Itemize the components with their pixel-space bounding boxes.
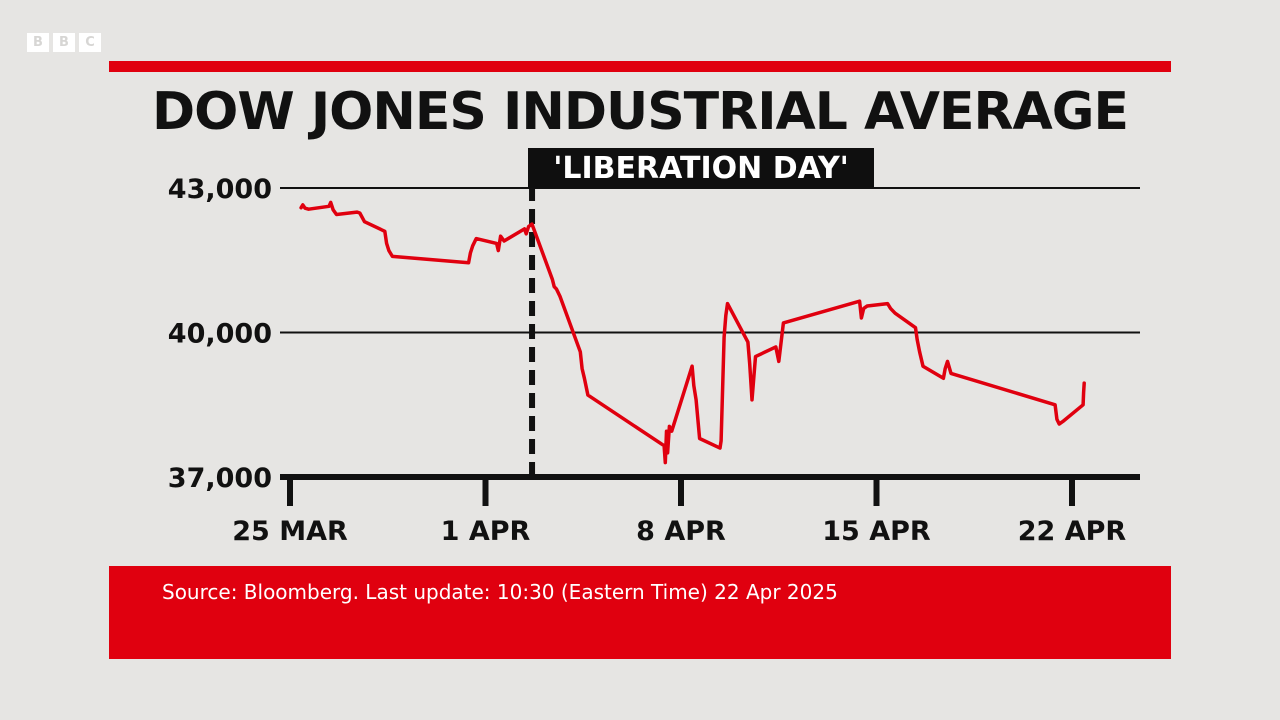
source-footer: Source: Bloomberg. Last update: 10:30 (E…: [109, 566, 1171, 659]
x-tick-label: 1 APR: [441, 516, 531, 547]
liberation-day-label: 'LIBERATION DAY': [528, 148, 875, 188]
logo-letter: B: [27, 33, 49, 52]
x-tick-label: 15 APR: [822, 516, 931, 547]
x-tick-label: 8 APR: [636, 516, 726, 547]
logo-letter: B: [53, 33, 75, 52]
bbc-logo: B B C: [27, 33, 101, 52]
y-tick-label: 40,000: [168, 319, 272, 350]
chart-title: DOW JONES INDUSTRIAL AVERAGE: [152, 82, 1129, 142]
x-tick-label: 22 APR: [1018, 516, 1127, 547]
x-tick-label: 25 MAR: [232, 516, 348, 547]
y-tick-label: 37,000: [168, 463, 272, 494]
source-text: Source: Bloomberg. Last update: 10:30 (E…: [162, 580, 838, 604]
y-tick-label: 43,000: [168, 174, 272, 205]
dow-jones-series-line: [299, 200, 1086, 465]
logo-letter: C: [79, 33, 101, 52]
top-accent-bar: [109, 61, 1171, 72]
